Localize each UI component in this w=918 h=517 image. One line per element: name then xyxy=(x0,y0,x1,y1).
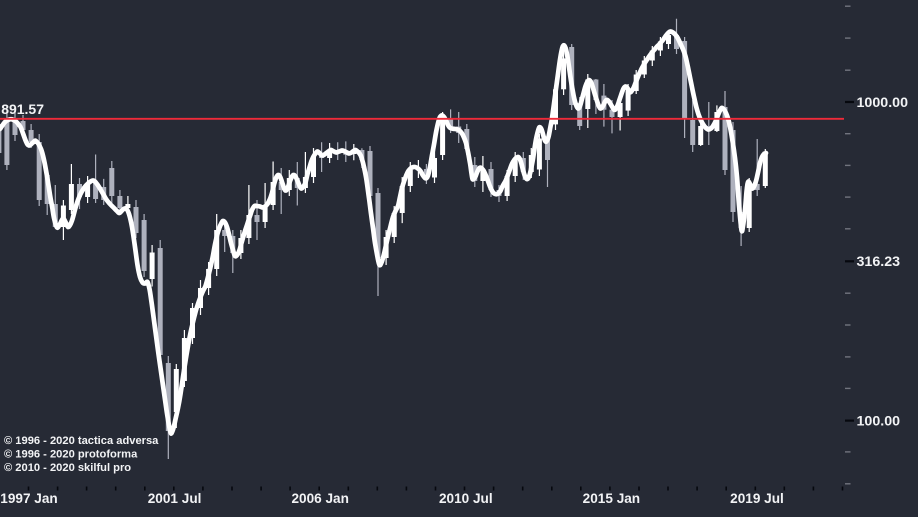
svg-text:100.00: 100.00 xyxy=(857,413,901,429)
svg-text:2006 Jan: 2006 Jan xyxy=(291,491,348,506)
svg-text:891.57: 891.57 xyxy=(1,101,44,117)
svg-text:1997 Jan: 1997 Jan xyxy=(0,491,57,506)
svg-text:© 1996 - 2020 protoforma: © 1996 - 2020 protoforma xyxy=(4,449,138,461)
svg-text:© 1996 - 2020 tactica adversa: © 1996 - 2020 tactica adversa xyxy=(4,435,159,447)
svg-text:316.23: 316.23 xyxy=(857,254,901,270)
svg-text:1000.00: 1000.00 xyxy=(857,95,909,111)
svg-text:© 2010 - 2020 skilful pro: © 2010 - 2020 skilful pro xyxy=(4,462,131,474)
svg-text:2019 Jul: 2019 Jul xyxy=(730,491,784,506)
svg-text:2015 Jan: 2015 Jan xyxy=(583,491,640,506)
svg-text:2010 Jul: 2010 Jul xyxy=(439,491,493,506)
svg-text:2001 Jul: 2001 Jul xyxy=(148,491,202,506)
